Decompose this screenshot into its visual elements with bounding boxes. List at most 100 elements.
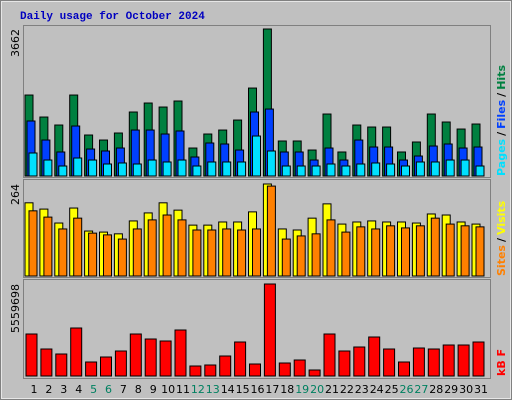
x-tick-label: 22 bbox=[340, 383, 354, 396]
bar bbox=[237, 161, 247, 177]
x-tick-label: 31 bbox=[474, 383, 488, 396]
bar bbox=[189, 365, 202, 377]
bar bbox=[427, 348, 440, 377]
x-tick-label: 18 bbox=[280, 383, 294, 396]
x-tick-label: 4 bbox=[75, 383, 82, 396]
bar bbox=[401, 227, 410, 277]
bar bbox=[401, 165, 410, 177]
y-tick-label: 5559698 bbox=[9, 284, 22, 333]
bar bbox=[356, 163, 366, 177]
bar bbox=[311, 165, 321, 177]
bar bbox=[475, 165, 485, 177]
x-tick-label: 3 bbox=[60, 383, 67, 396]
x-tick-label: 2 bbox=[45, 383, 52, 396]
bar bbox=[263, 283, 276, 377]
bar bbox=[114, 350, 127, 377]
bar bbox=[58, 228, 68, 277]
bar bbox=[28, 152, 38, 177]
x-tick-label: 24 bbox=[370, 383, 384, 396]
bar bbox=[326, 219, 336, 277]
bar bbox=[341, 231, 351, 277]
x-tick-label: 8 bbox=[135, 383, 142, 396]
bar bbox=[457, 344, 470, 377]
bar bbox=[353, 346, 366, 377]
bar bbox=[147, 219, 157, 277]
bar bbox=[159, 340, 172, 377]
bar bbox=[58, 165, 68, 177]
bar bbox=[237, 229, 247, 277]
x-tick-label: 16 bbox=[251, 383, 265, 396]
legend-separator: / bbox=[495, 92, 508, 97]
x-tick-label: 12 bbox=[191, 383, 205, 396]
bar bbox=[207, 229, 217, 277]
bar bbox=[371, 162, 381, 177]
bar bbox=[162, 214, 172, 277]
bar bbox=[311, 233, 321, 277]
bar bbox=[266, 150, 276, 177]
bar bbox=[129, 333, 142, 377]
bar bbox=[192, 229, 202, 277]
bar bbox=[460, 225, 470, 277]
legend-entry: Sites bbox=[495, 245, 508, 276]
bar bbox=[386, 225, 396, 277]
bar bbox=[430, 217, 440, 277]
bar bbox=[415, 161, 425, 177]
x-tick-label: 23 bbox=[355, 383, 369, 396]
legend-entry: kB F bbox=[495, 349, 508, 376]
bar bbox=[43, 159, 53, 177]
legend-entry: Files bbox=[495, 99, 508, 129]
bar bbox=[222, 228, 232, 277]
bar bbox=[132, 163, 142, 177]
bar bbox=[40, 348, 53, 377]
bar bbox=[73, 157, 83, 177]
legend-entry: Pages bbox=[495, 138, 508, 176]
bar bbox=[445, 159, 455, 177]
bar bbox=[100, 356, 112, 377]
bar bbox=[296, 235, 306, 277]
legend-separator: / bbox=[495, 131, 508, 136]
y-tick-label: 264 bbox=[9, 184, 22, 205]
bar bbox=[338, 350, 351, 377]
bar bbox=[88, 232, 98, 277]
x-tick-label: 17 bbox=[265, 383, 279, 396]
bar bbox=[103, 234, 112, 277]
bar bbox=[368, 336, 381, 377]
bar bbox=[234, 341, 247, 377]
bar bbox=[442, 344, 455, 377]
bar bbox=[219, 355, 232, 377]
bar bbox=[281, 238, 291, 277]
bar bbox=[293, 359, 306, 377]
bar bbox=[445, 223, 455, 277]
bar bbox=[475, 226, 485, 277]
x-tick-label: 25 bbox=[385, 383, 399, 396]
bar bbox=[177, 159, 187, 177]
x-tick-label: 28 bbox=[429, 383, 443, 396]
bar bbox=[412, 347, 425, 377]
bar bbox=[204, 364, 217, 377]
bar bbox=[70, 327, 83, 377]
bar bbox=[278, 362, 291, 377]
bar bbox=[103, 163, 112, 177]
bar bbox=[281, 165, 291, 177]
bar bbox=[386, 163, 396, 177]
bar bbox=[472, 341, 485, 377]
bar bbox=[266, 185, 276, 277]
x-tick-label: 27 bbox=[414, 383, 428, 396]
y-tick-label: 3662 bbox=[9, 29, 22, 57]
bar bbox=[398, 361, 410, 377]
x-tick-label: 19 bbox=[295, 383, 309, 396]
bar bbox=[162, 161, 172, 177]
bar bbox=[177, 219, 187, 277]
bar bbox=[249, 363, 261, 377]
bar bbox=[222, 161, 232, 177]
bar bbox=[252, 135, 261, 177]
legend-separator: / bbox=[495, 237, 508, 242]
bar bbox=[85, 361, 98, 377]
x-tick-label: 26 bbox=[400, 383, 414, 396]
x-tick-label: 7 bbox=[120, 383, 127, 396]
bar bbox=[383, 348, 396, 377]
legend: Sites / Visits bbox=[495, 200, 508, 276]
x-tick-label: 14 bbox=[221, 383, 235, 396]
